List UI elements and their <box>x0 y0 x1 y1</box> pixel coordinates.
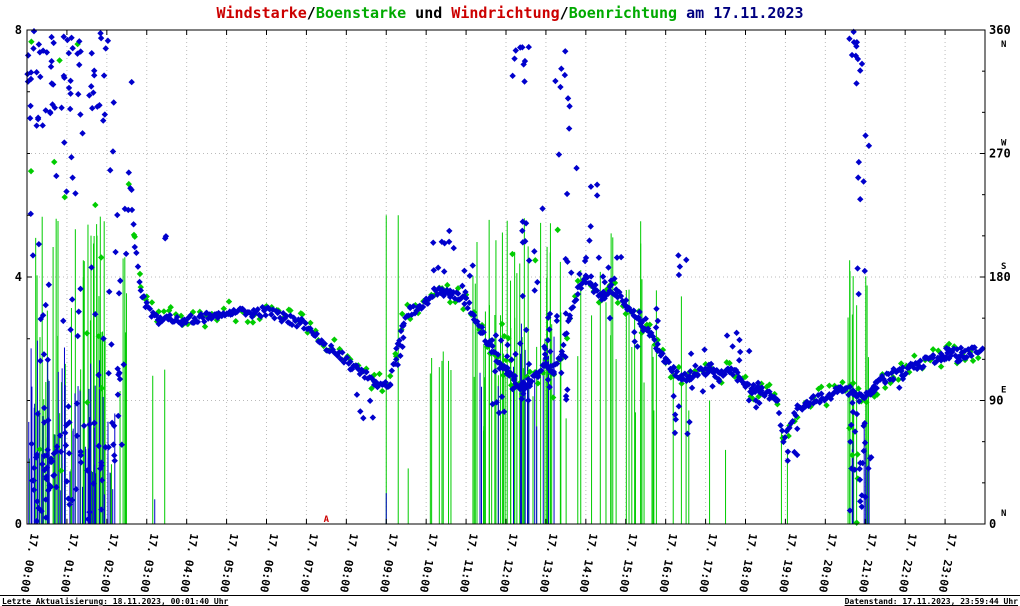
x-axis-time-label: 17. 16:00 <box>656 532 679 593</box>
x-axis-time-label: 17. 23:00 <box>936 532 959 593</box>
gridlines <box>27 30 985 524</box>
x-axis-time-label: 17. 08:00 <box>337 532 360 593</box>
x-axis-time-label: 17. 17:00 <box>696 532 719 593</box>
x-axis-time-label: 17. 11:00 <box>457 532 480 593</box>
x-axis-time-label: 17. 14:00 <box>577 532 600 593</box>
chart-title-segment: und <box>406 4 452 22</box>
x-axis-time-label: 17. 15:00 <box>616 532 639 593</box>
chart-title-segment: am 17.11.2023 <box>677 4 804 22</box>
chart-title-segment: / <box>306 4 316 22</box>
axis-tick-label: 4 <box>15 270 22 284</box>
x-axis-time-label: 17. 12:00 <box>497 532 520 593</box>
cardinal-direction-label: E <box>1001 386 1006 396</box>
axis-tick-label: 270 <box>989 147 1011 161</box>
axis-tick-label: 360 <box>989 23 1011 37</box>
x-axis-time-label: 17. 19:00 <box>776 532 799 593</box>
boen-direction-points <box>27 38 982 526</box>
x-axis-time-label: 17. 03:00 <box>137 532 160 593</box>
x-axis-time-label: 17. 18:00 <box>736 532 759 593</box>
axis-tick-label: 90 <box>989 394 1003 408</box>
chart-title-segment: / <box>559 4 569 22</box>
x-axis-time-label: 17. 20:00 <box>816 532 839 593</box>
chart-title-segment: Boenrichtung <box>568 4 678 22</box>
data-timestamp-text: Datenstand: 17.11.2023, 23:59:44 Uhr <box>844 597 1018 606</box>
x-axis-time-label: 17. 02:00 <box>98 532 121 593</box>
x-axis-time-label: 17. 22:00 <box>896 532 919 593</box>
chart-title-segment: Boenstarke <box>315 4 407 22</box>
x-axis-time-label: 17. 05:00 <box>217 532 240 593</box>
x-axis-time-label: 17. 01:00 <box>58 532 81 593</box>
cardinal-direction-label: N <box>1001 40 1006 50</box>
wind-direction-points <box>24 28 986 525</box>
cardinal-direction-label: N <box>1001 509 1006 519</box>
x-axis-time-label: 17. 09:00 <box>377 532 400 593</box>
chart-title-segment: Windrichtung <box>451 4 560 22</box>
axis-tick-label: 180 <box>989 270 1011 284</box>
x-axis-time-label: 17. 10:00 <box>417 532 440 593</box>
footer-bar: Letzte Aktualisierung: 18.11.2023, 00:01… <box>0 595 1020 606</box>
x-axis-time-label: 17. 00:00 <box>18 532 41 593</box>
last-update-text: Letzte Aktualisierung: 18.11.2023, 00:01… <box>2 597 229 606</box>
x-axis-time-label: 17. 07:00 <box>297 532 320 593</box>
chart-title-segment: Windstarke <box>216 4 307 22</box>
x-axis-time-label: 17. 06:00 <box>257 532 280 593</box>
axis-tick-label: 0 <box>989 517 996 531</box>
chart-frame <box>26 29 986 525</box>
annotation-a: A <box>324 515 330 525</box>
gust-spikes <box>28 215 869 524</box>
axis-tick-label: 8 <box>15 23 22 37</box>
chart-title: Windstarke/Boenstarke und Windrichtung/B… <box>0 4 1020 22</box>
wind-spikes <box>28 323 870 524</box>
cardinal-direction-label: S <box>1001 262 1006 272</box>
x-axis-time-label: 17. 13:00 <box>537 532 560 593</box>
annotation-marker: A <box>324 515 330 525</box>
x-axis-time-label: 17. 04:00 <box>177 532 200 593</box>
axis-tick-label: 0 <box>15 517 22 531</box>
cardinal-direction-label: W <box>1001 139 1007 149</box>
x-axis-time-label: 17. 21:00 <box>856 532 879 593</box>
